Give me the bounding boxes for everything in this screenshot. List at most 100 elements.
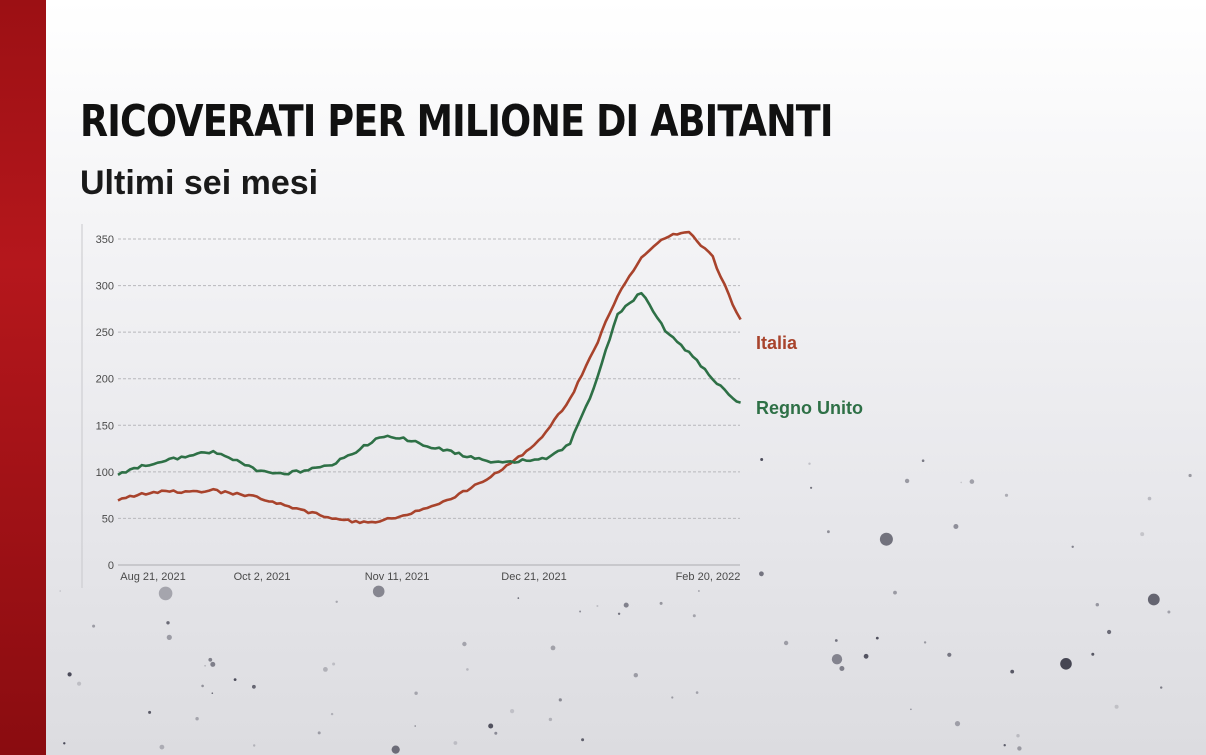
speckle-dot [875, 636, 879, 640]
speckle-dot [204, 664, 207, 667]
speckle-dot [158, 586, 173, 601]
speckle-dot [1188, 473, 1192, 478]
speckle-dot [210, 661, 216, 667]
x-tick-label: Nov 11, 2021 [365, 571, 430, 583]
chart-series: Italia Regno Unito [117, 230, 863, 525]
speckle-dot [1107, 629, 1112, 635]
speckle-dot [893, 590, 897, 595]
speckle-dot [904, 478, 910, 484]
speckle-dot [1004, 493, 1009, 497]
speckle-dot [1010, 669, 1015, 674]
speckle-dot [391, 745, 400, 754]
series-line-italia [117, 230, 742, 525]
speckle-dot [1017, 746, 1022, 751]
speckle-dot [148, 710, 152, 714]
speckle-dot [863, 653, 869, 659]
speckle-dot [1147, 593, 1160, 606]
speckle-dot [166, 621, 170, 625]
speckle-dot [831, 654, 843, 665]
speckle-dot [323, 667, 328, 672]
speckle-dot [834, 639, 838, 642]
speckle-dot [953, 524, 959, 529]
x-tick-label: Oct 2, 2021 [234, 571, 291, 583]
speckle-dot [808, 462, 811, 465]
y-tick-label: 150 [96, 420, 114, 432]
speckle-dot [827, 530, 830, 534]
speckle-dot [671, 696, 674, 699]
speckle-dot [1167, 610, 1171, 614]
speckle-dot [208, 657, 213, 662]
speckle-dot [335, 600, 338, 603]
speckle-dot [77, 681, 82, 686]
speckle-dot [548, 717, 553, 722]
speckle-dot [517, 597, 520, 599]
speckle-dot [923, 641, 927, 644]
speckle-dot [1016, 734, 1020, 738]
series-label-italia: Italia [756, 333, 798, 353]
speckle-dot [1147, 496, 1152, 501]
y-tick-label: 0 [108, 560, 114, 572]
y-tick-label: 250 [96, 327, 114, 339]
speckle-dot [581, 738, 585, 742]
speckle-dot [760, 458, 764, 461]
speckle-dot [1003, 744, 1006, 747]
y-tick-label: 200 [96, 374, 114, 386]
speckle-dot [195, 717, 199, 721]
speckle-dot [596, 605, 599, 607]
speckle-dot [839, 666, 845, 671]
speckle-dot [211, 692, 214, 694]
speckle-dot [759, 571, 764, 577]
y-axis-ticks: 0 50 100 150 200 250 300 350 [96, 234, 114, 572]
speckle-dot [92, 624, 96, 628]
speckle-dot [659, 601, 663, 605]
background-speckles [59, 458, 1192, 754]
speckle-dot [1091, 652, 1095, 656]
speckle-dot [579, 610, 582, 613]
speckle-dot [1114, 704, 1119, 709]
speckle-dot [253, 744, 256, 747]
speckle-dot [166, 634, 172, 641]
speckle-dot [252, 684, 256, 689]
chart-gridlines [118, 238, 740, 566]
speckle-dot [921, 459, 925, 463]
speckle-dot [947, 652, 952, 657]
page-title: RICOVERATI PER MILIONE DI ABITANTI [80, 96, 833, 147]
speckle-dot [692, 614, 696, 618]
speckle-dot [1160, 686, 1163, 689]
speckle-dot [969, 479, 975, 484]
y-tick-label: 50 [102, 513, 114, 525]
speckle-dot [414, 725, 417, 727]
speckle-dot [372, 585, 385, 598]
speckle-dot [201, 684, 204, 688]
speckle-dot [1071, 545, 1074, 548]
speckle-dot [462, 641, 467, 647]
speckle-dot [373, 590, 376, 593]
speckle-dot [494, 731, 498, 735]
speckle-dot [810, 486, 813, 489]
x-tick-label: Aug 21, 2021 [120, 571, 185, 583]
speckle-dot [623, 602, 629, 608]
speckle-dot [633, 673, 638, 678]
speckle-dot [1060, 658, 1072, 670]
speckle-dot [910, 708, 912, 711]
speckle-dot [617, 612, 621, 615]
series-label-regno-unito: Regno Unito [756, 398, 863, 418]
x-tick-label: Dec 21, 2021 [501, 571, 566, 583]
speckle-dot [466, 668, 469, 671]
speckle-dot [1140, 532, 1145, 537]
speckle-dot [879, 532, 893, 546]
speckle-dot [317, 731, 321, 735]
speckle-dot [954, 721, 961, 727]
speckle-dot [960, 481, 962, 484]
speckle-dot [414, 691, 418, 695]
speckle-dot [550, 645, 556, 651]
series-line-regno-unito [117, 291, 741, 476]
speckle-dot [509, 709, 515, 714]
speckle-dot [332, 662, 336, 666]
x-tick-label: Feb 20, 2022 [676, 571, 741, 583]
speckle-dot [330, 712, 334, 716]
speckle-dot [67, 672, 72, 677]
y-tick-label: 300 [96, 281, 114, 293]
red-side-bar [0, 0, 46, 755]
speckle-dot [698, 590, 700, 592]
